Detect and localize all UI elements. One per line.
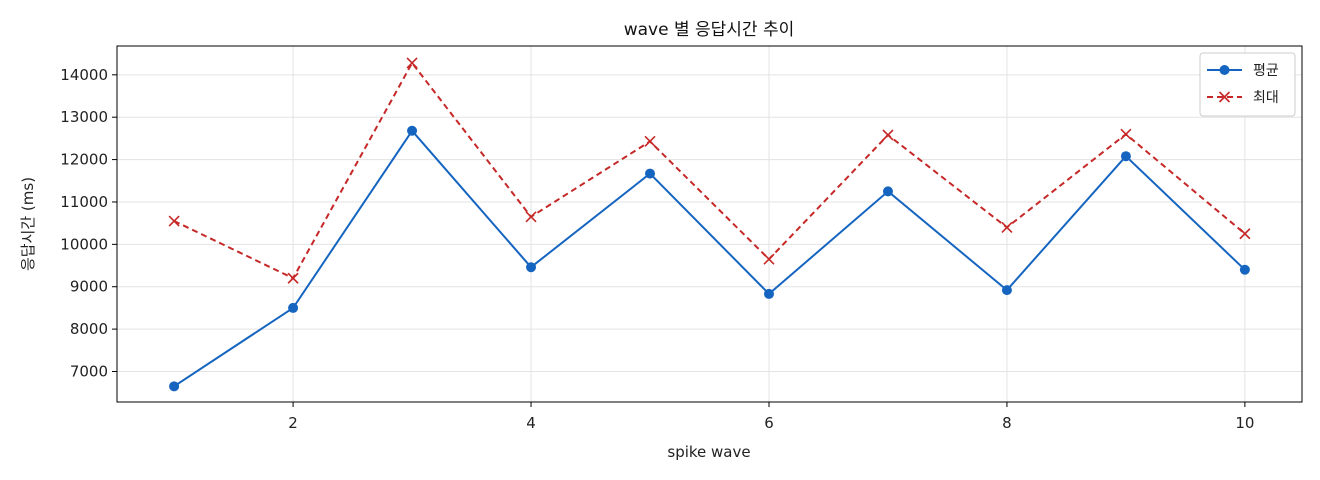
x-tick-label: 8 — [1002, 414, 1012, 432]
series-1-point — [526, 262, 537, 273]
y-tick-label: 8000 — [70, 320, 108, 338]
y-tick-label: 11000 — [60, 193, 108, 211]
series-1-point — [407, 125, 418, 136]
axes: 2 4 6 8 10 7000 8000 9000 10000 11000 12000 13000 14… — [60, 66, 1254, 432]
x-tick-label: 10 — [1235, 414, 1254, 432]
x-axis-title: spike wave — [667, 443, 750, 461]
series-2-point — [644, 135, 656, 147]
series-layer — [168, 57, 1251, 392]
series-1-point — [169, 381, 180, 392]
legend-box — [1199, 52, 1296, 117]
series-2-point — [1001, 221, 1013, 233]
x-tick-label: 6 — [764, 414, 774, 432]
series-2-point — [763, 253, 775, 265]
y-tick-label: 10000 — [60, 235, 108, 253]
series-2-point — [1120, 128, 1132, 140]
y-tick-label: 14000 — [60, 66, 108, 84]
series-1-line — [173, 129, 1246, 388]
series-1-point — [1239, 264, 1250, 275]
series-2-line — [173, 61, 1246, 280]
legend-series-2-label: 최대 — [1253, 90, 1279, 106]
series-2-point — [168, 215, 180, 227]
y-axis-title: 응답시간 (ms) — [19, 177, 37, 271]
series-2-point — [525, 211, 537, 223]
series-1-point — [288, 302, 299, 313]
x-tick-label: 4 — [526, 414, 536, 432]
y-tick-label: 12000 — [60, 151, 108, 169]
series-2-point — [406, 57, 418, 69]
series-1-point — [763, 288, 774, 299]
series-1-point — [1001, 285, 1012, 296]
series-1-point — [882, 186, 893, 197]
series-2-point — [1239, 228, 1251, 240]
legend-series-1-label: 평균 — [1253, 63, 1279, 79]
legend-series-1-marker — [1219, 65, 1230, 75]
series-2-point — [287, 272, 299, 284]
series-2-point — [882, 129, 894, 141]
y-tick-label: 9000 — [70, 278, 108, 296]
x-tick-label: 2 — [288, 414, 298, 432]
series-1-point — [1120, 151, 1131, 162]
chart-title: wave 별 응답시간 추이 — [624, 20, 795, 40]
y-tick-label: 7000 — [70, 362, 108, 380]
grid-lines — [117, 46, 1302, 402]
series-1-point — [645, 168, 656, 179]
y-tick-label: 13000 — [60, 108, 108, 126]
legend-series-2-marker — [1218, 91, 1231, 103]
plot-frame — [116, 45, 1303, 403]
